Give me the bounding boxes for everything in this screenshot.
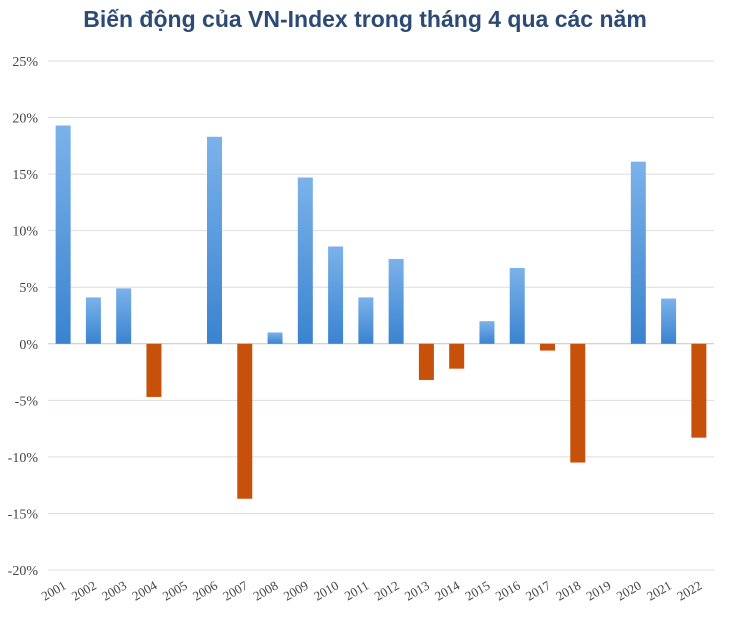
y-tick-label: -5% (15, 394, 39, 409)
y-tick-label: -20% (8, 564, 39, 579)
bar-2007 (237, 343, 253, 499)
x-tick-label: 2020 (614, 578, 644, 604)
bar-2022 (691, 343, 707, 438)
x-tick-label: 2013 (402, 578, 432, 604)
x-tick-label: 2010 (311, 578, 341, 604)
y-tick-label: 15% (12, 168, 38, 183)
x-tick-label: 2001 (39, 578, 69, 604)
x-tick-label: 2005 (160, 578, 190, 604)
y-tick-label: 0% (19, 338, 38, 353)
bars (55, 125, 707, 499)
y-tick-label: 5% (19, 281, 38, 296)
bar-2008 (267, 332, 283, 344)
x-tick-label: 2021 (644, 578, 674, 604)
bar-2003 (116, 288, 132, 344)
x-tick-label: 2012 (372, 578, 402, 604)
bar-2021 (661, 298, 677, 344)
y-tick-label: -15% (8, 507, 39, 522)
y-axis-ticks: 25% 20% 15% 10% 5% 0% -5% -10% -15% -20% (8, 55, 39, 579)
bar-2001 (55, 125, 71, 344)
bar-2006 (207, 136, 222, 344)
x-tick-label: 2008 (251, 578, 281, 604)
x-tick-label: 2017 (523, 577, 553, 603)
bar-2017 (540, 343, 555, 351)
chart-title: Biến động của VN-Index trong tháng 4 qua… (83, 6, 647, 32)
x-axis-ticks: 2001 2002 2003 2004 2005 2006 2007 2008 2009 2010… (39, 577, 705, 603)
bar-2009 (297, 177, 313, 344)
bar-2020 (630, 161, 646, 344)
bar-2004 (146, 343, 162, 397)
y-tick-label: 25% (12, 55, 38, 70)
x-tick-label: 2003 (99, 578, 129, 604)
bar-2014 (449, 343, 465, 369)
bar-2002 (85, 297, 101, 344)
bar-2010 (328, 246, 344, 344)
bar-2011 (358, 297, 374, 344)
x-tick-label: 2016 (493, 577, 523, 603)
bar-2012 (388, 258, 404, 344)
x-tick-label: 2006 (190, 577, 220, 603)
bar-2013 (418, 343, 434, 380)
x-tick-label: 2015 (462, 578, 492, 604)
x-tick-label: 2014 (432, 577, 462, 603)
bar-2015 (479, 321, 495, 344)
y-tick-label: 10% (12, 225, 38, 240)
x-tick-label: 2011 (342, 578, 372, 604)
x-tick-label: 2002 (69, 578, 99, 604)
y-tick-label: -10% (8, 451, 39, 466)
bar-2016 (509, 267, 525, 344)
x-tick-label: 2018 (553, 578, 583, 604)
gridlines (48, 60, 714, 571)
x-tick-label: 2019 (584, 578, 614, 604)
x-tick-label: 2007 (220, 577, 250, 603)
y-tick-label: 20% (12, 112, 38, 127)
bar-2018 (570, 343, 586, 463)
x-tick-label: 2022 (674, 578, 704, 604)
x-tick-label: 2009 (281, 578, 311, 604)
x-tick-label: 2004 (129, 577, 159, 603)
